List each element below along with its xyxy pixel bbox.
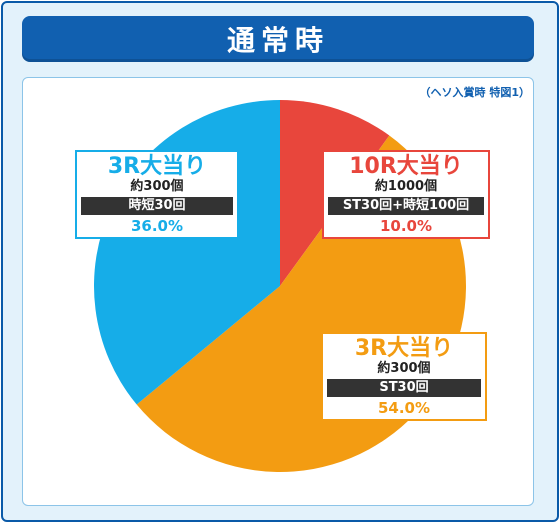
slice-sub: 約300個 — [130, 179, 184, 194]
slice-tag: 時短30回 — [81, 197, 233, 215]
title-bar: 通常時 — [22, 16, 534, 62]
slice-sub: 約1000個 — [374, 179, 438, 194]
label-3r-st: 3R大当り 約300個 ST30回 54.0% — [321, 332, 487, 421]
slice-label: 10R大当り — [349, 154, 463, 179]
label-3r-jitan: 3R大当り 約300個 時短30回 36.0% — [75, 150, 239, 239]
slice-tag: ST30回 — [327, 379, 481, 397]
slice-label: 3R大当り — [107, 154, 207, 179]
slice-percent: 54.0% — [377, 399, 431, 417]
page-title: 通常時 — [226, 24, 329, 57]
chart-note: （ヘソ入賞時 特図1） — [419, 86, 530, 99]
label-10r: 10R大当り 約1000個 ST30回+時短100回 10.0% — [322, 150, 490, 239]
slice-percent: 36.0% — [130, 217, 184, 235]
slice-sub: 約300個 — [377, 361, 431, 376]
slice-tag: ST30回+時短100回 — [328, 197, 484, 215]
slice-label: 3R大当り — [354, 336, 454, 361]
slice-percent: 10.0% — [379, 217, 433, 235]
